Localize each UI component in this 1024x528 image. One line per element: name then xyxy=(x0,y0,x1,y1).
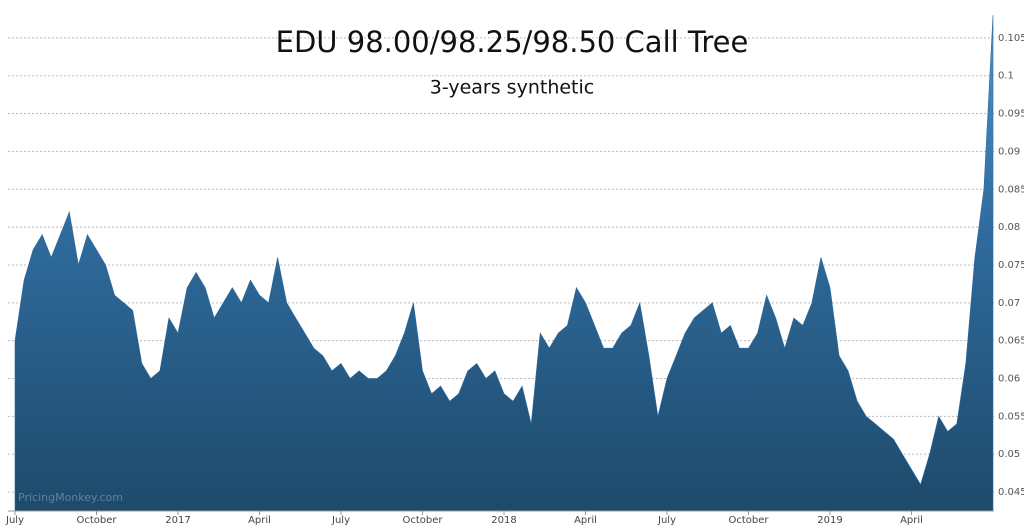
x-tick-label: October xyxy=(728,515,769,526)
y-tick-label: 0.05 xyxy=(998,449,1020,460)
x-tick-label: 2019 xyxy=(817,515,842,526)
area xyxy=(14,15,994,512)
y-tick-label: 0.055 xyxy=(998,411,1024,422)
y-tick-label: 0.075 xyxy=(998,260,1024,271)
chart-subtitle: 3-years synthetic xyxy=(430,77,594,99)
x-tick-label: 2018 xyxy=(491,515,516,526)
plot xyxy=(14,15,994,512)
y-tick-label: 0.095 xyxy=(998,109,1024,120)
x-tick-label: April xyxy=(900,515,923,526)
x-tick-label: April xyxy=(574,515,597,526)
y-tick-label: 0.06 xyxy=(998,374,1020,385)
x-tick-label: October xyxy=(402,515,443,526)
x-tick-label: October xyxy=(76,515,117,526)
y-tick-label: 0.07 xyxy=(998,298,1020,309)
x-tick-label: 2017 xyxy=(165,515,190,526)
watermark: PricingMonkey.com xyxy=(18,491,123,504)
y-tick-label: 0.045 xyxy=(998,487,1024,498)
y-tick-label: 0.105 xyxy=(998,33,1024,44)
x-tick-label: April xyxy=(248,515,271,526)
x-tick-label: July xyxy=(657,515,676,526)
y-tick-label: 0.08 xyxy=(998,222,1020,233)
y-tick-label: 0.1 xyxy=(998,71,1014,82)
x-tick-label: July xyxy=(331,515,350,526)
y-tick-label: 0.065 xyxy=(998,336,1024,347)
x-tick-label: July xyxy=(5,515,24,526)
chart-title: EDU 98.00/98.25/98.50 Call Tree xyxy=(276,25,749,59)
y-tick-label: 0.085 xyxy=(998,184,1024,195)
y-tick-label: 0.09 xyxy=(998,146,1020,157)
